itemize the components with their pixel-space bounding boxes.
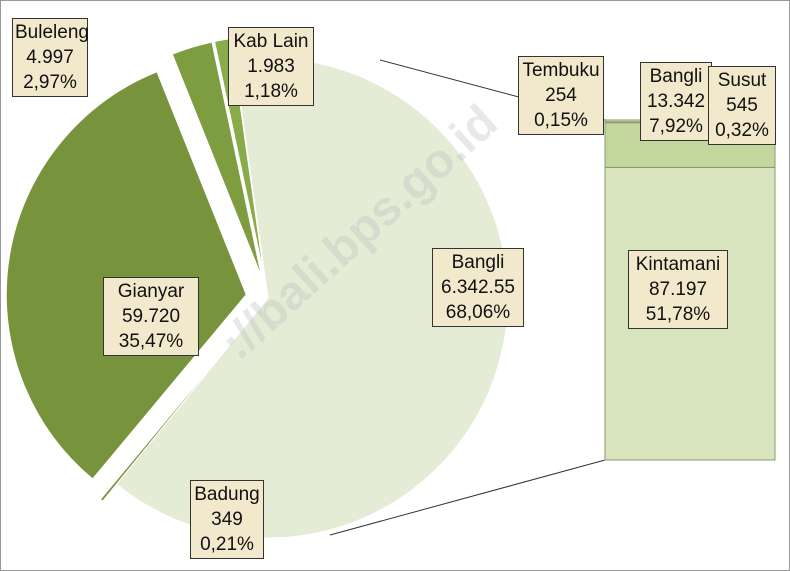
label-name: Badung [194, 484, 260, 505]
data-label: Bangli 6.342.55 68,06% [432, 248, 524, 327]
label-count: 6.342.55 [441, 277, 515, 298]
label-percent: 2,97% [23, 72, 77, 93]
label-name: Kab Lain [233, 31, 309, 52]
label-percent: 0,15% [534, 110, 588, 131]
label-count: 4.997 [26, 47, 74, 68]
label-percent: 35,47% [118, 331, 184, 352]
label-name: Bangli [451, 252, 505, 273]
label-count: 254 [545, 85, 577, 106]
label-name: Kintamani [635, 254, 721, 275]
label-name: Susut [717, 70, 767, 91]
label-count: 545 [726, 95, 758, 116]
pie-slice [99, 314, 255, 502]
connector [329, 459, 606, 536]
data-label: Kab Lain 1.983 1,18% [228, 27, 314, 106]
label-count: 59.720 [121, 306, 181, 327]
data-label: Susut 545 0,32% [708, 66, 776, 145]
data-label: Kintamani 87.197 51,78% [628, 250, 728, 329]
data-label: Tembuku 254 0,15% [518, 56, 604, 135]
label-count: 1.983 [247, 56, 295, 77]
data-label: Bangli 13.342 7,92% [640, 62, 712, 141]
data-label: Badung 349 0,21% [190, 480, 264, 559]
label-count: 13.342 [646, 91, 706, 112]
label-percent: 0,21% [200, 534, 254, 555]
label-count: 87.197 [648, 279, 708, 300]
label-name: Gianyar [117, 281, 185, 302]
label-name: Tembuku [522, 60, 600, 81]
data-label: Gianyar 59.720 35,47% [103, 277, 199, 356]
label-percent: 1,18% [244, 81, 298, 102]
label-percent: 0,32% [715, 120, 769, 141]
pie-slice [171, 41, 263, 278]
label-percent: 7,92% [649, 116, 703, 137]
label-name: Buleleng [15, 22, 89, 43]
label-percent: 51,78% [645, 304, 711, 325]
data-label: Buleleng 4.997 2,97% [12, 18, 89, 97]
pie-slice [5, 71, 247, 480]
label-percent: 68,06% [445, 302, 511, 323]
label-count: 349 [211, 509, 243, 530]
label-name: Bangli [649, 66, 703, 87]
